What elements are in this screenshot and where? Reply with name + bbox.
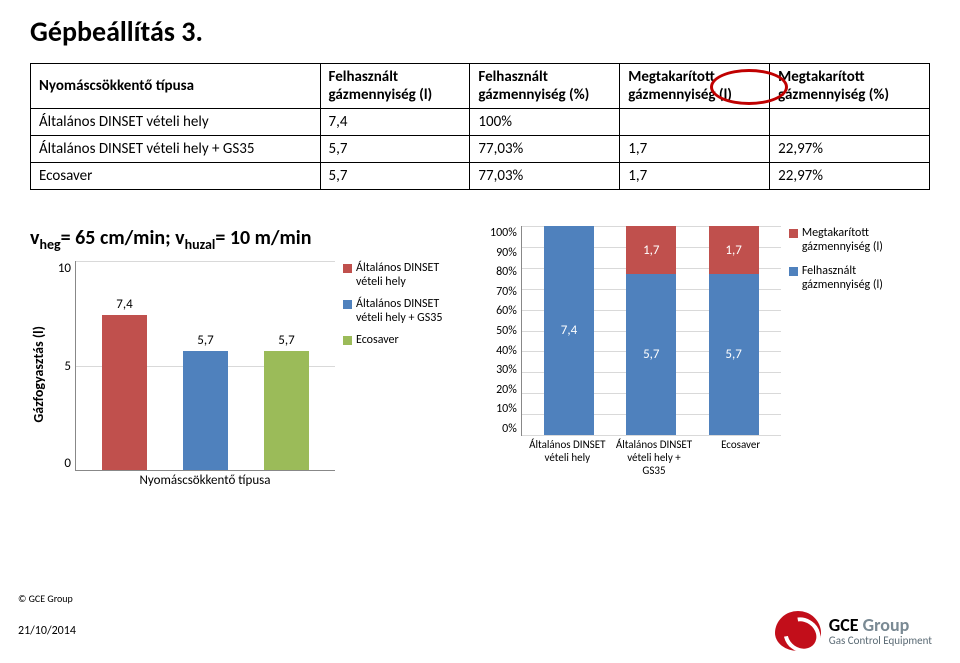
gce-logo-icon [775, 611, 821, 651]
cell: 22,97% [770, 163, 930, 190]
bar-chart-yaxis: 10 5 0 [51, 261, 71, 471]
legend-item: Felhasznált gázmennyiség (l) [789, 264, 899, 292]
ytick: 60% [490, 304, 517, 318]
bar: 5,7 [183, 351, 228, 470]
cell: Általános DINSET vételi hely + GS35 [31, 136, 321, 163]
legend-item: Ecosaver [343, 333, 443, 347]
cell: 1,7 [620, 163, 770, 190]
bar: 7,4 [102, 315, 147, 470]
legend-item: Általános DINSET vételi hely + GS35 [343, 297, 443, 325]
legend-item: Általános DINSET vételi hely [343, 261, 443, 289]
stacked-chart: 100% 90% 80% 70% 60% 50% 40% 30% 20% 10% 0% 7,4 1,7… [490, 226, 930, 436]
table-header-row: Nyomáscsökkentő típusa Felhasznált gázme… [31, 64, 930, 109]
logo-text-grey: Group [859, 614, 910, 636]
summary-table: Nyomáscsökkentő típusa Felhasznált gázme… [30, 63, 930, 190]
ytick: 70% [490, 285, 517, 299]
stacked-segment: 5,7 [626, 274, 676, 435]
bar-chart-xlabel: Nyomáscsökkentő típusa [75, 473, 335, 488]
bar-value-label: 7,4 [102, 297, 147, 312]
cell: 5,7 [320, 163, 470, 190]
cell: 22,97% [770, 136, 930, 163]
stacked-bar: 1,75,7 [709, 226, 759, 435]
cell: 7,4 [320, 109, 470, 136]
ytick: 10% [490, 402, 517, 416]
ytick: 50% [490, 324, 517, 338]
bar: 5,7 [264, 351, 309, 470]
cell: Ecosaver [31, 163, 321, 190]
cell: 77,03% [470, 136, 620, 163]
page-title: Gépbeállítás 3. [30, 14, 930, 49]
stacked-bar: 1,75,7 [626, 226, 676, 435]
stacked-xlabel: Ecosaver [702, 438, 780, 477]
ytick: 80% [490, 265, 517, 279]
ytick: 0 [51, 456, 71, 471]
ytick: 20% [490, 383, 517, 397]
legend-item: Megtakarított gázmennyiség (l) [789, 226, 899, 254]
col-3: Megtakarított gázmennyiség (l) [620, 64, 770, 109]
table-row: Általános DINSET vételi hely 7,4 100% [31, 109, 930, 136]
table-row: Általános DINSET vételi hely + GS35 5,7 … [31, 136, 930, 163]
page-footer: 21/10/2014 GCE Group Gas Control Equipme… [0, 605, 960, 663]
cell: 5,7 [320, 136, 470, 163]
cell: 1,7 [620, 136, 770, 163]
stacked-segment: 5,7 [709, 274, 759, 435]
bar-chart-legend: Általános DINSET vételi hely Általános DI… [343, 261, 443, 488]
ytick: 90% [490, 246, 517, 260]
stacked-chart-yaxis: 100% 90% 80% 70% 60% 50% 40% 30% 20% 10% 0% [490, 226, 517, 436]
stacked-segment: 1,7 [626, 226, 676, 274]
stacked-chart-legend: Megtakarított gázmennyiség (l) Felhasznál… [789, 226, 899, 436]
stacked-xlabel: Általános DINSET vételi hely [528, 438, 606, 477]
copyright-text: © GCE Group [18, 592, 73, 605]
ytick: 5 [51, 359, 71, 374]
stacked-segment: 7,4 [544, 226, 594, 435]
bar-chart-ylabel: Gázfogyasztás (l) [30, 326, 47, 423]
footer-date: 21/10/2014 [18, 624, 76, 638]
cell: Általános DINSET vételi hely [31, 109, 321, 136]
ytick: 100% [490, 226, 517, 240]
cell: 100% [470, 109, 620, 136]
parameters-subheading: vheg= 65 cm/min; vhuzal= 10 m/min [30, 226, 470, 253]
gce-logo: GCE Group Gas Control Equipment [775, 611, 932, 651]
ytick: 40% [490, 344, 517, 358]
logo-text-bold: GCE [829, 614, 859, 636]
stacked-segment: 1,7 [709, 226, 759, 274]
cell [770, 109, 930, 136]
col-1: Felhasznált gázmennyiség (l) [320, 64, 470, 109]
bar-value-label: 5,7 [183, 333, 228, 348]
bar-chart: Gázfogyasztás (l) 10 5 0 7,4 5,7 5,7 Nyomá… [30, 261, 470, 488]
table-row: Ecosaver 5,7 77,03% 1,7 22,97% [31, 163, 930, 190]
col-2: Felhasznált gázmennyiség (%) [470, 64, 620, 109]
cell [620, 109, 770, 136]
stacked-xlabel: Általános DINSET vételi hely + GS35 [615, 438, 693, 477]
stacked-bar: 7,4 [544, 226, 594, 435]
col-0: Nyomáscsökkentő típusa [31, 64, 321, 109]
col-4: Megtakarított gázmennyiség (%) [770, 64, 930, 109]
bar-value-label: 5,7 [264, 333, 309, 348]
ytick: 30% [490, 363, 517, 377]
ytick: 10 [51, 261, 71, 276]
logo-subtext: Gas Control Equipment [829, 635, 932, 646]
cell: 77,03% [470, 163, 620, 190]
ytick: 0% [490, 422, 517, 436]
stacked-chart-xlabels: Általános DINSET vételi helyÁltalános DI… [524, 438, 784, 477]
